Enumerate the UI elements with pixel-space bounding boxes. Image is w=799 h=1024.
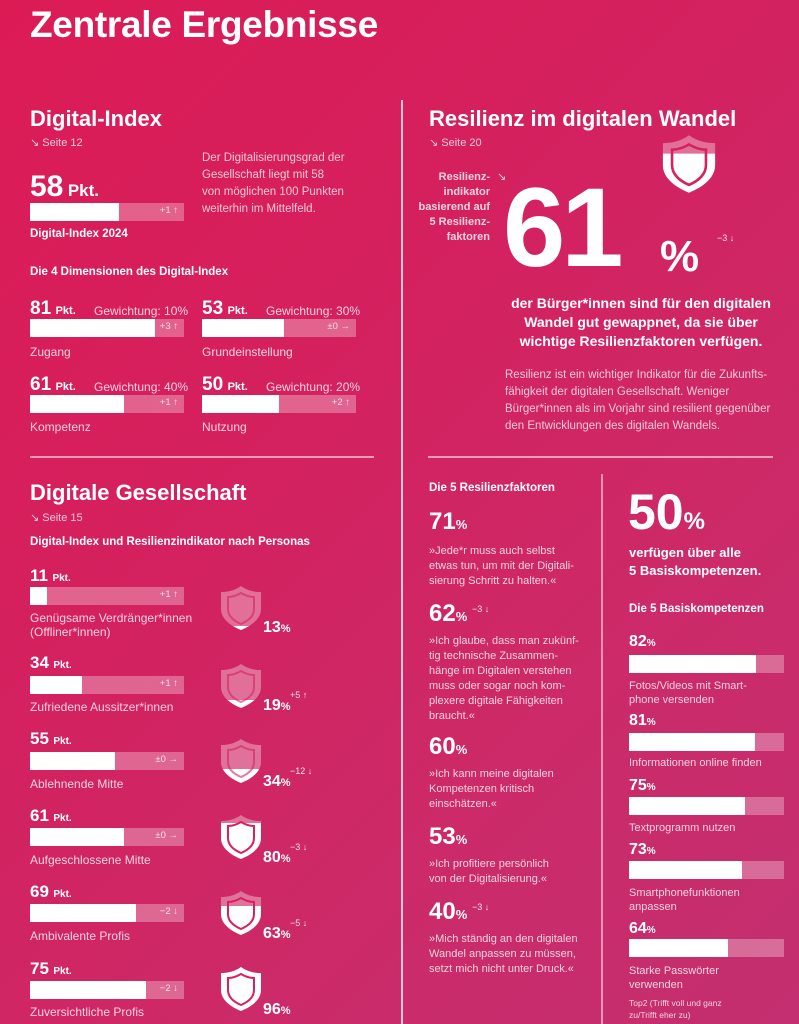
delta-indicator: −3 ↓ bbox=[717, 233, 735, 243]
digital-index-bar: +1 ↑ bbox=[30, 203, 184, 221]
arrow-icon: ↘ bbox=[497, 171, 507, 183]
resilienz-headline: der Bürger*innen sind für den digitalen … bbox=[511, 295, 771, 349]
digital-index-score: 58 Pkt. bbox=[30, 170, 100, 203]
resilienz-body: Resilienz ist ein wichtiger Indikator fü… bbox=[505, 369, 771, 432]
shield-icon bbox=[221, 967, 261, 1011]
shield-icon bbox=[662, 135, 716, 193]
footnote: Top2 (Trifft voll und ganz zu/Trifft ehe… bbox=[629, 998, 722, 1020]
dimensions-title: Die 4 Dimensionen des Digital-Index bbox=[30, 266, 229, 278]
resilienz-big-value: 61 bbox=[503, 165, 624, 290]
digital-index-caption: Digital-Index 2024 bbox=[30, 228, 128, 240]
page-ref-link[interactable]: ↘ Seite 15 bbox=[30, 512, 83, 524]
basis-title: Die 5 Basiskompetenzen bbox=[629, 603, 764, 615]
digital-index-description: Der Digitalisierungsgrad der Gesellschaf… bbox=[202, 152, 345, 215]
page-ref-link[interactable]: ↘ Seite 20 bbox=[429, 137, 482, 149]
section-title-resilienz: Resilienz im digitalen Wandel bbox=[429, 106, 737, 131]
section-title-digital-index: Digital-Index bbox=[30, 106, 163, 131]
indicator-note: Resilienz- indikator basierend auf 5 Res… bbox=[418, 171, 490, 243]
basis-headline: verfügen über alle 5 Basiskompetenzen. bbox=[629, 545, 762, 578]
page-ref-link[interactable]: ↘ Seite 12 bbox=[30, 137, 83, 149]
page-title: Zentrale Ergebnisse bbox=[30, 4, 378, 45]
section-title-gesellschaft: Digitale Gesellschaft bbox=[30, 480, 247, 505]
shield-icon bbox=[221, 739, 261, 783]
section-divider bbox=[30, 456, 374, 458]
shield-icon bbox=[221, 891, 261, 935]
shield-icon bbox=[221, 586, 261, 630]
column-divider bbox=[401, 100, 403, 1024]
percent-sign: % bbox=[660, 232, 700, 281]
shield-icon bbox=[221, 815, 261, 859]
personas-subtitle: Digital-Index und Resilienzindikator nac… bbox=[30, 536, 310, 548]
basis-big-value: 50% bbox=[628, 484, 705, 540]
shield-icon bbox=[221, 664, 261, 708]
delta-indicator: +1 ↑ bbox=[159, 205, 178, 216]
column-divider bbox=[601, 474, 603, 1024]
resilienzfaktoren-title: Die 5 Resilienzfaktoren bbox=[429, 482, 555, 494]
section-divider bbox=[428, 456, 773, 458]
